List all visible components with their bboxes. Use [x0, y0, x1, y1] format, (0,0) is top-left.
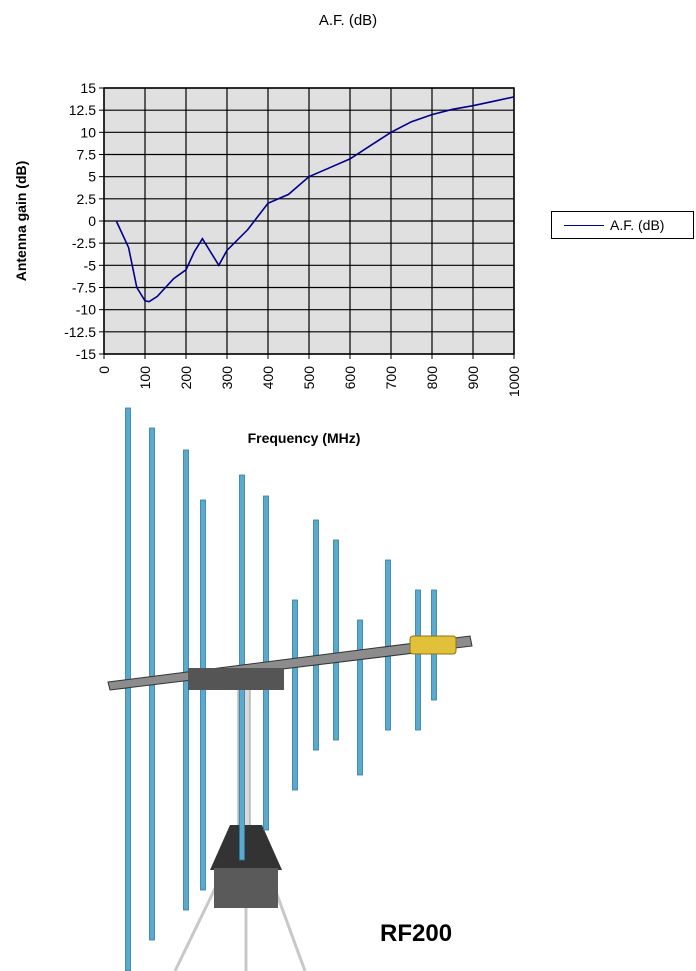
x-tick-label: 300 [219, 366, 235, 390]
antenna-element [357, 619, 363, 776]
y-axis-title: Antenna gain (dB) [13, 161, 29, 282]
x-tick-label: 900 [465, 366, 481, 390]
antenna-feed [409, 635, 457, 655]
legend: A.F. (dB) [551, 211, 694, 239]
x-axis-title: Frequency (MHz) [248, 430, 361, 446]
y-tick-label: 10 [80, 124, 96, 140]
series-line-af [115, 96, 515, 303]
y-tick-label: 15 [80, 80, 96, 96]
x-tick-label: 500 [301, 366, 317, 390]
antenna-element [313, 519, 319, 751]
x-tick-label: 100 [137, 366, 153, 390]
y-tick-label: 2.5 [77, 191, 97, 207]
y-tick-label: 5 [88, 169, 96, 185]
y-tick-label: 12.5 [69, 102, 96, 118]
y-tick-label: -15 [76, 346, 96, 362]
x-tick-labels: 0 100 200 300 400 500 600 700 800 900 1000 [96, 366, 522, 397]
antenna-element [125, 407, 131, 971]
mast-cone [210, 825, 282, 870]
y-tick-label: -7.5 [72, 280, 96, 296]
y-tick-label: 7.5 [77, 147, 97, 163]
x-tick-label: 200 [178, 366, 194, 390]
series-group [115, 96, 515, 303]
y-tick-labels: 15 12.5 10 7.5 5 2.5 0 -2.5 -5 -7.5 -10 -12.5 -15 [64, 80, 96, 362]
boom-clamp [188, 668, 284, 690]
antenna-element [385, 559, 391, 731]
x-tick-label: 700 [383, 366, 399, 390]
x-tick-label: 600 [342, 366, 358, 390]
y-tick-label: -12.5 [64, 324, 96, 340]
x-tick-label: 0 [96, 366, 112, 374]
y-tick-label: -5 [84, 257, 97, 273]
legend-swatch [564, 224, 604, 226]
model-label: RF200 [380, 920, 453, 947]
antenna-element [333, 539, 339, 741]
chart-title: A.F. (dB) [318, 12, 378, 29]
mast-base [214, 868, 278, 908]
antenna-element [200, 499, 206, 891]
y-tick-label: -10 [76, 302, 96, 318]
legend-label: A.F. (dB) [610, 217, 665, 233]
grid-lines [99, 87, 515, 359]
x-tick-label: 1000 [506, 366, 522, 397]
x-tick-label: 800 [424, 366, 440, 390]
y-tick-label: 0 [88, 213, 96, 229]
antenna-element [415, 589, 421, 731]
x-tick-label: 400 [260, 366, 276, 390]
log-periodic-antenna-icon [107, 407, 473, 971]
y-tick-label: -2.5 [72, 235, 96, 251]
antenna-element [292, 599, 298, 791]
